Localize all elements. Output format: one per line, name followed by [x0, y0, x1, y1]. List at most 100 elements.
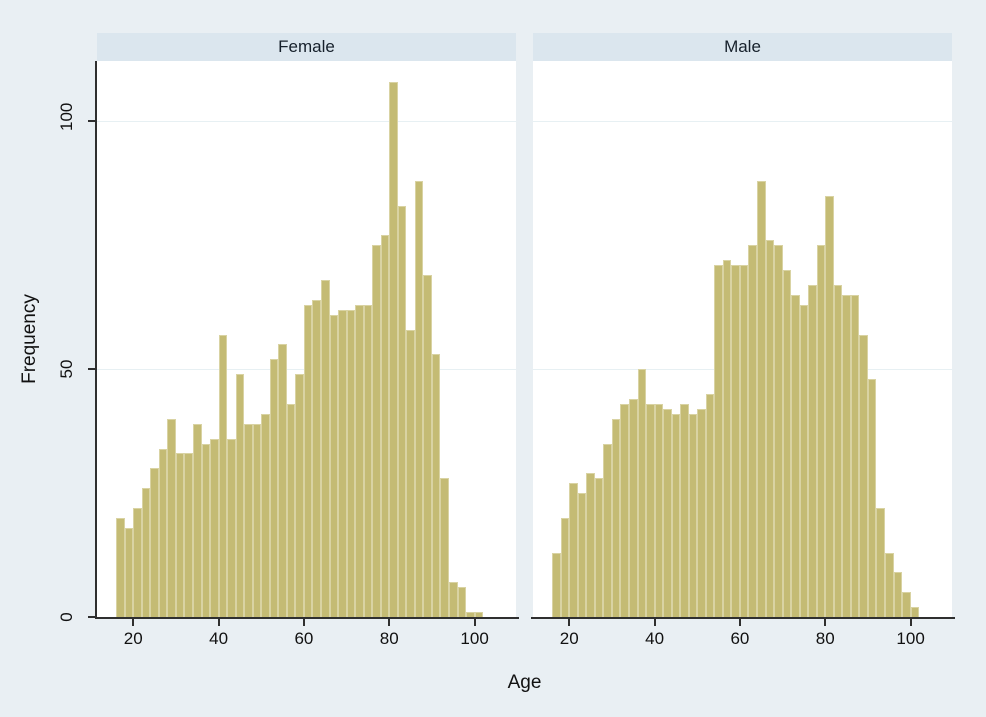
panel-strip-female: Female — [97, 33, 516, 61]
y-axis-title: Frequency — [19, 294, 40, 384]
panel-female: Female 20 40 60 80 100 0 50 100 — [57, 33, 519, 648]
histogram-bar — [261, 413, 270, 617]
histogram-bar — [363, 304, 373, 617]
x-tick-label: 60 — [294, 629, 314, 648]
histogram-bar — [893, 572, 903, 617]
histogram-bar — [150, 468, 159, 617]
histogram-bar — [423, 275, 432, 617]
y-tick-label: 100 — [57, 103, 76, 132]
histogram-bar — [560, 517, 570, 617]
x-tick-label: 80 — [815, 629, 835, 648]
histogram-bar — [406, 329, 415, 617]
x-tick-label: 60 — [730, 629, 750, 648]
histogram-bar — [116, 517, 125, 617]
histogram-bar — [842, 294, 851, 617]
histogram-bar — [697, 408, 706, 617]
histogram-bar — [167, 418, 176, 617]
histogram-bar — [774, 245, 783, 617]
panel-strip-male: Male — [533, 33, 952, 61]
y-tick — [88, 368, 95, 371]
histogram-bar — [244, 423, 253, 617]
histogram-bar — [218, 334, 228, 617]
histogram-bar — [286, 403, 296, 617]
histogram-bar — [620, 403, 629, 617]
histogram-bar — [603, 443, 612, 617]
x-tick — [217, 619, 220, 626]
x-tick-label: 100 — [460, 629, 489, 648]
histogram-bar — [629, 398, 638, 617]
histogram-bar — [431, 354, 441, 617]
histogram-bar — [380, 235, 390, 617]
histogram-bar — [833, 284, 843, 617]
histogram-bar — [269, 359, 279, 617]
x-tick — [824, 619, 827, 626]
histogram-bar — [885, 552, 894, 617]
histogram-bar — [705, 394, 715, 617]
x-tick-label: 80 — [379, 629, 399, 648]
histogram-bar — [449, 582, 458, 617]
histogram-bar — [303, 304, 313, 617]
y-tick — [88, 120, 95, 123]
x-tick — [473, 619, 476, 626]
gridline-y-100 — [533, 121, 952, 123]
histogram-bar — [141, 488, 151, 617]
histogram-plot-male: 20 40 60 80 100 — [531, 61, 955, 648]
histogram-bar — [227, 438, 236, 617]
x-tick-label: 100 — [896, 629, 925, 648]
histogram-bar — [158, 448, 168, 617]
histogram-bar — [184, 453, 193, 617]
histogram-bar — [133, 507, 142, 617]
x-tick — [388, 619, 391, 626]
histogram-bar — [663, 408, 672, 617]
histogram-bar — [646, 403, 655, 617]
histogram-bar — [867, 379, 877, 617]
histogram-bar — [791, 294, 800, 617]
histogram-bar — [799, 304, 809, 617]
histogram-bar — [193, 423, 202, 617]
histogram-bar — [731, 265, 740, 617]
histogram-bar — [714, 265, 723, 617]
x-tick — [909, 619, 912, 626]
x-tick-label: 40 — [209, 629, 229, 648]
histogram-bar — [850, 294, 860, 617]
histogram-bar — [825, 195, 834, 617]
histogram-bar — [124, 527, 134, 617]
histogram-bar — [278, 344, 287, 617]
histogram-bar — [346, 309, 356, 617]
histogram-bar — [295, 374, 304, 617]
gridline-y-100 — [97, 121, 516, 123]
histogram-bar — [355, 304, 364, 617]
histogram-bar — [688, 413, 698, 617]
histogram-bar — [569, 483, 578, 617]
histogram-bar — [252, 423, 262, 617]
histogram-plot-female: 20 40 60 80 100 0 50 100 — [57, 61, 519, 648]
y-axis-spine — [95, 61, 97, 619]
histogram-bar — [389, 81, 398, 617]
x-tick — [738, 619, 741, 626]
x-tick-label: 40 — [645, 629, 665, 648]
histogram-bar — [329, 314, 339, 617]
histogram-bar — [757, 180, 766, 617]
histogram-bar — [808, 284, 817, 617]
histogram-bar — [201, 443, 211, 617]
x-tick — [653, 619, 656, 626]
histogram-bar — [321, 280, 330, 617]
histogram-bar — [235, 374, 245, 617]
x-axis-spine — [95, 617, 519, 619]
histogram-bar — [765, 240, 775, 617]
histogram-bar — [722, 260, 732, 617]
histogram-bar — [338, 309, 347, 617]
histogram-bar — [637, 369, 647, 617]
histogram-bar — [397, 205, 407, 617]
histogram-bar — [816, 245, 826, 617]
y-tick-label: 0 — [57, 612, 76, 622]
histogram-bar — [611, 418, 621, 617]
histogram-bar — [414, 180, 424, 617]
histogram-bar — [457, 587, 467, 617]
histogram-bar — [372, 245, 381, 617]
y-tick — [88, 616, 95, 618]
histogram-bar — [654, 403, 664, 617]
histogram-bar — [552, 552, 561, 617]
x-axis-title: Age — [507, 672, 542, 693]
